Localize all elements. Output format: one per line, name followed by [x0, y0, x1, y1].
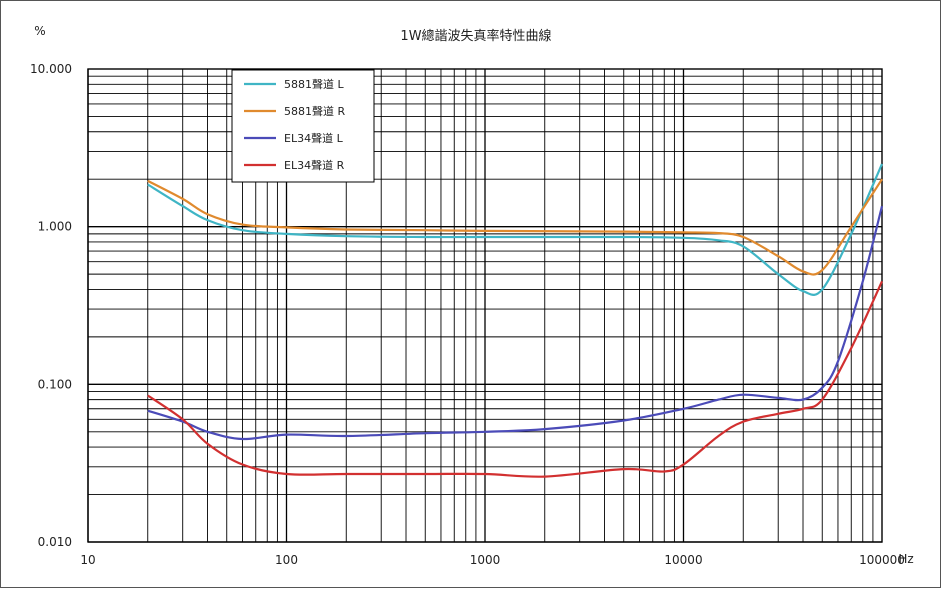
tick-labels: 10 100 1000 10000 100000 10.000 1.000 0.100 0.01…	[30, 62, 905, 567]
x-tick-label: 100	[275, 553, 298, 567]
series-line	[147, 280, 884, 478]
legend-label: 5881聲道 L	[284, 77, 344, 91]
x-axis-unit-label: Hz	[898, 552, 913, 566]
legend-box	[231, 69, 375, 183]
legend-label: 5881聲道 R	[284, 104, 345, 118]
series-line	[147, 205, 884, 441]
legend: 5881聲道 L 5881聲道 R EL34聲道 L EL34聲道 R	[231, 69, 375, 183]
plot-area-border	[87, 68, 883, 543]
y-tick-label: 1.000	[38, 220, 72, 234]
series-lines	[147, 163, 884, 478]
chart-title: 1W總諧波失真率特性曲線	[400, 28, 551, 44]
x-tick-label: 100000	[859, 553, 905, 567]
series-line	[147, 163, 884, 296]
y-axis-unit-label: %	[34, 24, 45, 38]
y-tick-label: 0.010	[38, 535, 72, 549]
y-tick-label: 0.100	[38, 377, 72, 391]
x-tick-label: 1000	[470, 553, 501, 567]
x-tick-label: 10000	[664, 553, 702, 567]
legend-label: EL34聲道 R	[284, 158, 345, 172]
grid	[87, 68, 883, 543]
legend-label: EL34聲道 L	[284, 131, 344, 145]
y-tick-label: 10.000	[30, 62, 72, 76]
series-line	[147, 178, 883, 276]
x-tick-label: 10	[80, 553, 95, 567]
